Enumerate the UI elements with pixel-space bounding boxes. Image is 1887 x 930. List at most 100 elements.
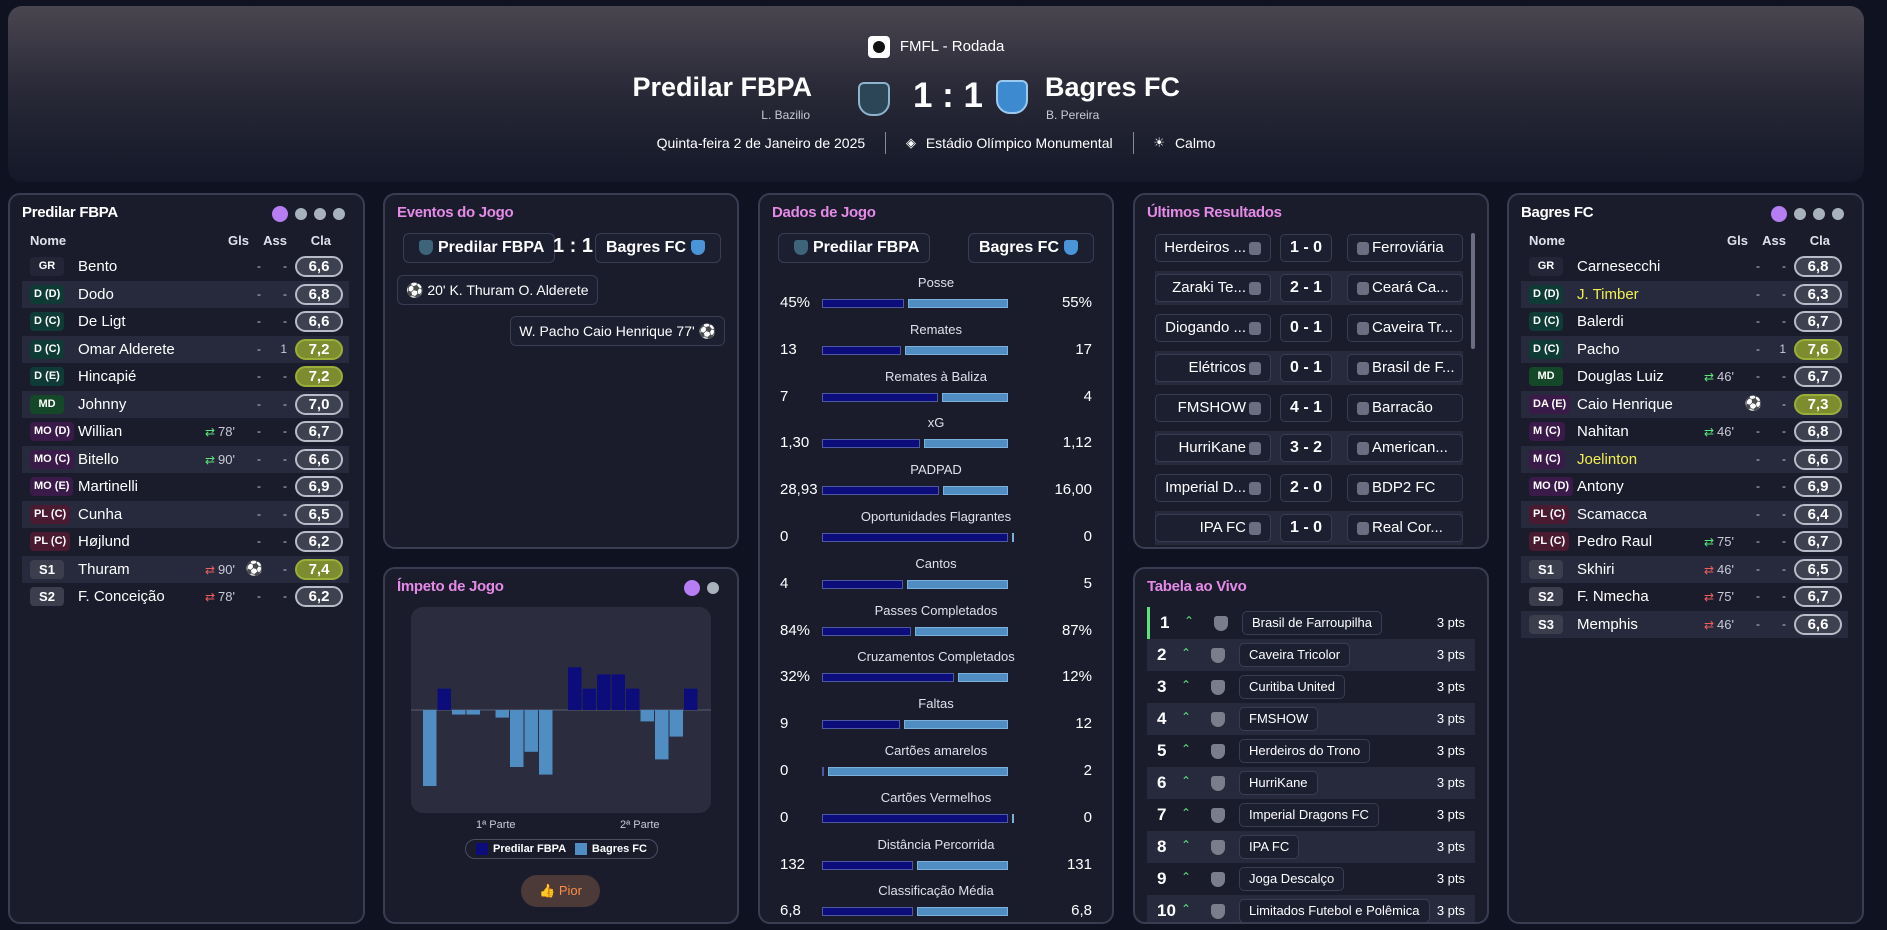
result-home-team[interactable]: Herdeiros ...: [1155, 234, 1271, 262]
result-away-team[interactable]: Ferroviária: [1347, 234, 1463, 262]
player-row[interactable]: MO (E) Martinelli - -6,9: [22, 473, 349, 501]
stadium-name[interactable]: Estádio Olímpico Monumental: [925, 135, 1113, 151]
result-away-team[interactable]: Ceará Ca...: [1347, 274, 1463, 302]
player-row[interactable]: D (E) Hincapié - -7,2: [22, 363, 349, 391]
result-row[interactable]: IPA FC 1 - 0 Real Cor...: [1155, 511, 1463, 545]
col-ass[interactable]: Ass: [263, 233, 287, 248]
page-dot[interactable]: [295, 207, 307, 220]
team-name[interactable]: Brasil de Farroupilha: [1242, 611, 1382, 635]
team-name[interactable]: HurriKane: [1239, 771, 1318, 795]
player-row[interactable]: MO (D) Antony - -6,9: [1521, 473, 1848, 501]
player-name[interactable]: Scamacca: [1577, 505, 1648, 523]
result-away-team[interactable]: Barracão: [1347, 394, 1463, 422]
page-dot[interactable]: [1813, 207, 1825, 220]
result-away-team[interactable]: BDP2 FC: [1347, 474, 1463, 502]
team-name[interactable]: Caveira Tricolor: [1239, 643, 1351, 667]
event-goal-away[interactable]: W. Pacho Caio Henrique 77' ⚽: [510, 316, 725, 346]
event-goal-home[interactable]: ⚽ 20' K. Thuram O. Alderete: [397, 275, 598, 305]
player-name[interactable]: F. Conceição: [78, 588, 165, 605]
result-home-team[interactable]: Elétricos: [1155, 354, 1271, 382]
table-row[interactable]: 7 ⌃ Imperial Dragons FC 3 pts: [1147, 799, 1475, 831]
player-name[interactable]: Nahitan: [1577, 423, 1629, 440]
player-row[interactable]: D (D) Dodo - -6,8: [22, 280, 349, 308]
page-dot[interactable]: [333, 207, 345, 220]
team-name[interactable]: Joga Descalço: [1239, 867, 1345, 891]
home-team-name[interactable]: Predilar FBPA: [632, 72, 812, 102]
player-name[interactable]: Martinelli: [78, 478, 139, 495]
player-row[interactable]: M (C) Nahitan ⇄ 46' - -6,8: [1521, 418, 1848, 446]
table-row[interactable]: 1 ⌃ Brasil de Farroupilha 3 pts: [1147, 607, 1475, 639]
result-away-team[interactable]: Brasil de F...: [1347, 354, 1463, 382]
player-row[interactable]: DA (E) Caio Henrique ⚽ -7,3: [1521, 390, 1848, 418]
table-row[interactable]: 8 ⌃ IPA FC 3 pts: [1147, 831, 1475, 863]
table-row[interactable]: 9 ⌃ Joga Descalço 3 pts: [1147, 863, 1475, 895]
events-away-team[interactable]: Bagres FC: [594, 233, 721, 263]
result-row[interactable]: Zaraki Te... 2 - 1 Ceará Ca...: [1155, 271, 1463, 305]
player-row[interactable]: MD Johnny - -7,0: [22, 390, 349, 418]
result-home-team[interactable]: FMSHOW: [1155, 394, 1271, 422]
player-row[interactable]: PL (C) Scamacca - -6,4: [1521, 500, 1848, 528]
player-name[interactable]: Johnny: [78, 395, 127, 413]
table-row[interactable]: 3 ⌃ Curitiba United 3 pts: [1147, 671, 1475, 703]
player-name[interactable]: De Ligt: [78, 313, 126, 330]
result-row[interactable]: Diogando ... 0 - 1 Caveira Tr...: [1155, 311, 1463, 345]
result-row[interactable]: HurriKane 3 - 2 American...: [1155, 431, 1463, 465]
table-row[interactable]: 10 ⌃ Limitados Futebol e Polêmica 3 pts: [1147, 895, 1475, 922]
player-row[interactable]: D (C) Pacho - 1 7,6: [1521, 335, 1848, 363]
player-row[interactable]: M (C) Joelinton - -6,6: [1521, 445, 1848, 473]
player-row[interactable]: S1 Thuram ⇄ 90' ⚽ -7,4: [22, 555, 349, 583]
player-row[interactable]: MO (D) Willian ⇄ 78' - -6,7: [22, 418, 349, 446]
result-row[interactable]: Herdeiros ... 1 - 0 Ferroviária: [1155, 231, 1463, 265]
page-dot[interactable]: [314, 207, 326, 220]
player-name[interactable]: Pacho: [1577, 340, 1620, 358]
page-dot-active[interactable]: [1771, 205, 1787, 222]
player-row[interactable]: PL (C) Pedro Raul ⇄ 75' - -6,7: [1521, 528, 1848, 556]
player-name[interactable]: Douglas Luiz: [1577, 368, 1664, 385]
home-manager[interactable]: L. Bazilio: [761, 108, 810, 122]
team-name[interactable]: Limitados Futebol e Polêmica: [1239, 899, 1430, 922]
player-name[interactable]: J. Timber: [1577, 285, 1639, 303]
page-dot[interactable]: [707, 581, 719, 594]
page-dot[interactable]: [1832, 207, 1844, 220]
away-manager[interactable]: B. Pereira: [1046, 108, 1100, 122]
player-row[interactable]: D (C) Omar Alderete - 1 7,2: [22, 335, 349, 363]
col-cla[interactable]: Cla: [1809, 233, 1830, 248]
player-name[interactable]: Antony: [1577, 478, 1624, 495]
player-name[interactable]: Caio Henrique: [1577, 395, 1673, 413]
result-home-team[interactable]: Imperial D...: [1155, 474, 1271, 502]
competition[interactable]: FMFL - Rodada: [8, 36, 1864, 58]
table-row[interactable]: 5 ⌃ Herdeiros do Trono 3 pts: [1147, 735, 1475, 767]
player-name[interactable]: Pedro Raul: [1577, 533, 1653, 550]
result-away-team[interactable]: Real Cor...: [1347, 514, 1463, 542]
player-name[interactable]: Hincapié: [78, 368, 137, 385]
team-name[interactable]: Imperial Dragons FC: [1239, 803, 1379, 827]
player-row[interactable]: S2 F. Nmecha ⇄ 75' - -6,7: [1521, 583, 1848, 611]
player-name[interactable]: Skhiri: [1577, 560, 1615, 578]
page-dot-active[interactable]: [684, 579, 700, 596]
player-name[interactable]: Bitello: [78, 450, 119, 468]
player-name[interactable]: Willian: [78, 423, 123, 440]
events-home-team[interactable]: Predilar FBPA: [403, 233, 556, 263]
page-dot-active[interactable]: [272, 205, 288, 222]
player-name[interactable]: Balerdi: [1577, 313, 1624, 330]
result-row[interactable]: FMSHOW 4 - 1 Barracão: [1155, 391, 1463, 425]
player-name[interactable]: F. Nmecha: [1577, 588, 1649, 605]
player-name[interactable]: Omar Alderete: [78, 340, 175, 358]
result-home-team[interactable]: Zaraki Te...: [1155, 274, 1271, 302]
col-ass[interactable]: Ass: [1762, 233, 1786, 248]
page-dot[interactable]: [1794, 207, 1806, 220]
stats-away-team[interactable]: Bagres FC: [967, 233, 1094, 263]
result-row[interactable]: Elétricos 0 - 1 Brasil de F...: [1155, 351, 1463, 385]
table-row[interactable]: 2 ⌃ Caveira Tricolor 3 pts: [1147, 639, 1475, 671]
result-home-team[interactable]: HurriKane: [1155, 434, 1271, 462]
player-row[interactable]: MD Douglas Luiz ⇄ 46' - -6,7: [1521, 363, 1848, 391]
team-name[interactable]: FMSHOW: [1239, 707, 1319, 731]
player-name[interactable]: Thuram: [78, 560, 130, 578]
player-name[interactable]: Bento: [78, 258, 118, 275]
result-home-team[interactable]: Diogando ...: [1155, 314, 1271, 342]
player-row[interactable]: PL (C) Højlund - -6,2: [22, 528, 349, 556]
away-team-name[interactable]: Bagres FC: [1045, 72, 1181, 102]
team-name[interactable]: Herdeiros do Trono: [1239, 739, 1371, 763]
table-row[interactable]: 6 ⌃ HurriKane 3 pts: [1147, 767, 1475, 799]
result-home-team[interactable]: IPA FC: [1155, 514, 1271, 542]
